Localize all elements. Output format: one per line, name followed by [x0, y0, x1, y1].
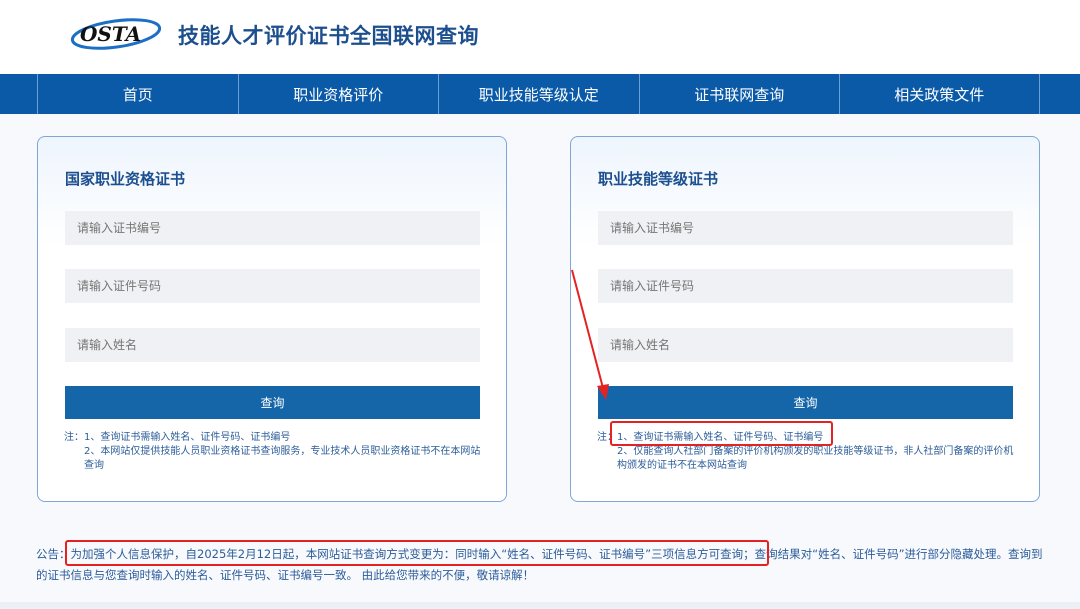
note-2: 2、仅能查询人社部门备案的评价机构颁发的职业技能等级证书，非人社部门备案的评价机… — [617, 446, 1014, 471]
query-button[interactable]: 查询 — [598, 386, 1013, 419]
note-2: 2、本网站仅提供技能人员职业资格证书查询服务，专业技术人员职业资格证书不在本网站… — [84, 446, 481, 471]
svg-text:OSTA: OSTA — [80, 22, 141, 46]
card-title: 职业技能等级证书 — [598, 170, 719, 188]
qualification-certificate-card: 国家职业资格证书 查询 注：1、查询证书需输入姓名、证件号码、证书编号 2、本网… — [37, 136, 507, 502]
nav-qualification-evaluation[interactable]: 职业资格评价 — [237, 74, 439, 114]
query-button[interactable]: 查询 — [65, 386, 480, 419]
skill-level-certificate-card: 职业技能等级证书 查询 注：1、查询证书需输入姓名、证件号码、证书编号 2、仅能… — [570, 136, 1040, 502]
nav-home[interactable]: 首页 — [37, 74, 238, 114]
note-1: 注：1、查询证书需输入姓名、证件号码、证书编号 — [597, 432, 824, 443]
certificate-number-input[interactable] — [598, 211, 1013, 245]
certificate-number-input[interactable] — [65, 211, 480, 245]
footer-bar — [0, 602, 1080, 609]
announcement: 公告：为加强个人信息保护，自2025年2月12日起，本网站证书查询方式变更为：同… — [36, 547, 1043, 582]
card-notes: 注：1、查询证书需输入姓名、证件号码、证书编号 2、本网站仅提供技能人员职业资格… — [64, 431, 484, 473]
id-number-input[interactable] — [598, 269, 1013, 303]
annotation-box-note — [610, 421, 833, 446]
nav-skill-level[interactable]: 职业技能等级认定 — [438, 74, 639, 114]
site-title: 技能人才评价证书全国联网查询 — [178, 24, 479, 48]
main-nav: 首页 职业资格评价 职业技能等级认定 证书联网查询 相关政策文件 — [0, 74, 1080, 114]
nav-certificate-query[interactable]: 证书联网查询 — [638, 74, 840, 114]
nav-policy-docs[interactable]: 相关政策文件 — [839, 74, 1040, 114]
name-input[interactable] — [598, 328, 1013, 362]
card-notes: 注：1、查询证书需输入姓名、证件号码、证书编号 2、仅能查询人社部门备案的评价机… — [597, 431, 1017, 473]
annotation-box-notice — [65, 540, 769, 566]
note-1: 注：1、查询证书需输入姓名、证件号码、证书编号 — [64, 432, 291, 443]
card-title: 国家职业资格证书 — [65, 170, 186, 188]
id-number-input[interactable] — [65, 269, 480, 303]
header: OSTA 技能人才评价证书全国联网查询 — [0, 0, 1080, 74]
name-input[interactable] — [65, 328, 480, 362]
osta-logo: OSTA — [70, 18, 162, 50]
